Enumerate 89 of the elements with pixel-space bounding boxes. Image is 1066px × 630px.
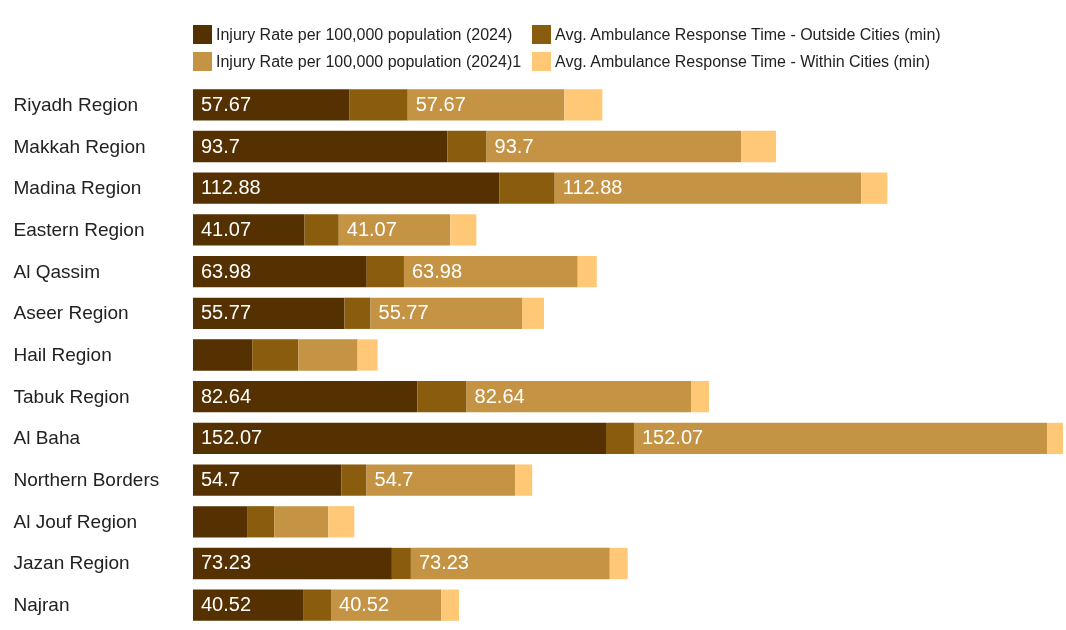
bar (606, 422, 634, 455)
data-label: 40.52 (339, 593, 390, 616)
bar (366, 464, 516, 496)
y-tick-label: Tabuk Region (13, 385, 130, 407)
data-label: 93.7 (494, 134, 534, 157)
bar (341, 464, 367, 496)
bar (522, 297, 544, 329)
bar (403, 255, 578, 288)
bar (441, 589, 459, 621)
bar (193, 297, 345, 329)
data-label: 73.23 (418, 551, 469, 574)
data-label: 73.23 (201, 551, 252, 574)
bar (691, 381, 709, 413)
data-label: 40.52 (201, 593, 252, 616)
bar (252, 339, 299, 371)
bar (193, 255, 367, 288)
bar (366, 255, 404, 288)
data-label: 82.64 (201, 384, 252, 407)
bar (577, 255, 597, 288)
bar (1046, 422, 1063, 455)
y-tick-label: Jazan Region (13, 552, 130, 574)
bar (499, 172, 555, 204)
bar (193, 506, 248, 538)
bar (741, 130, 777, 163)
bar (370, 297, 522, 329)
y-tick-label: Al Baha (13, 427, 81, 449)
y-tick-label: Al Qassim (13, 260, 101, 282)
y-tick-label: Aseer Region (13, 302, 129, 324)
bar (193, 422, 606, 455)
bar (304, 214, 339, 246)
data-label: 63.98 (411, 259, 463, 282)
bar (486, 130, 742, 163)
y-tick-label: Madina Region (13, 177, 142, 199)
data-label: 41.07 (346, 217, 397, 240)
legend-label: Injury Rate per 100,000 population (2024) (216, 25, 513, 43)
y-tick-label: Makkah Region (13, 135, 146, 157)
bar (298, 339, 358, 371)
bar (391, 547, 411, 580)
bar (410, 547, 610, 580)
data-label: 82.64 (474, 384, 525, 407)
bar (338, 214, 451, 246)
data-label: 41.07 (201, 217, 252, 240)
y-tick-label: Najran (13, 594, 70, 616)
data-label: 55.77 (201, 301, 252, 324)
legend-label: Avg. Ambulance Response Time - Within Cities (min) (555, 52, 930, 70)
bar (193, 214, 305, 246)
bar (349, 89, 408, 121)
y-tick-label: Riyadh Region (13, 93, 139, 115)
bar (417, 381, 467, 413)
bar (193, 464, 342, 496)
bar (407, 89, 565, 121)
bar (193, 381, 418, 413)
bar (247, 506, 275, 538)
bar (633, 422, 1047, 455)
legend-label: Injury Rate per 100,000 population (2024)1 (216, 52, 522, 70)
bar (554, 172, 862, 204)
bar (357, 339, 378, 371)
bar (303, 589, 332, 621)
data-label: 57.67 (201, 92, 252, 115)
bar (193, 172, 500, 204)
data-label: 112.88 (562, 176, 623, 199)
bar (861, 172, 888, 204)
y-tick-label: Northern Borders (13, 469, 160, 491)
bar (609, 547, 628, 580)
data-label: 152.07 (201, 426, 263, 449)
bar (466, 381, 692, 413)
bar (450, 214, 477, 246)
bar (193, 130, 448, 163)
data-label: 63.98 (201, 259, 252, 282)
data-label: 93.7 (201, 134, 240, 157)
bar (515, 464, 533, 496)
bar (274, 506, 329, 538)
bar (344, 297, 371, 329)
data-label: 112.88 (201, 176, 261, 199)
bar (564, 89, 603, 121)
data-label: 54.7 (201, 468, 240, 491)
data-label: 152.07 (641, 426, 704, 449)
data-label: 55.77 (378, 301, 429, 324)
legend-label: Avg. Ambulance Response Time - Outside Cities (min) (555, 25, 941, 43)
bar (193, 339, 253, 371)
bar (193, 89, 350, 121)
y-tick-label: Hail Region (13, 344, 112, 365)
bar (447, 130, 487, 163)
y-tick-label: Eastern Region (13, 218, 145, 240)
bar (328, 506, 355, 538)
data-label: 57.67 (415, 92, 466, 115)
data-label: 54.7 (374, 468, 414, 491)
bar (193, 547, 392, 580)
y-tick-label: Al Jouf Region (13, 510, 138, 532)
